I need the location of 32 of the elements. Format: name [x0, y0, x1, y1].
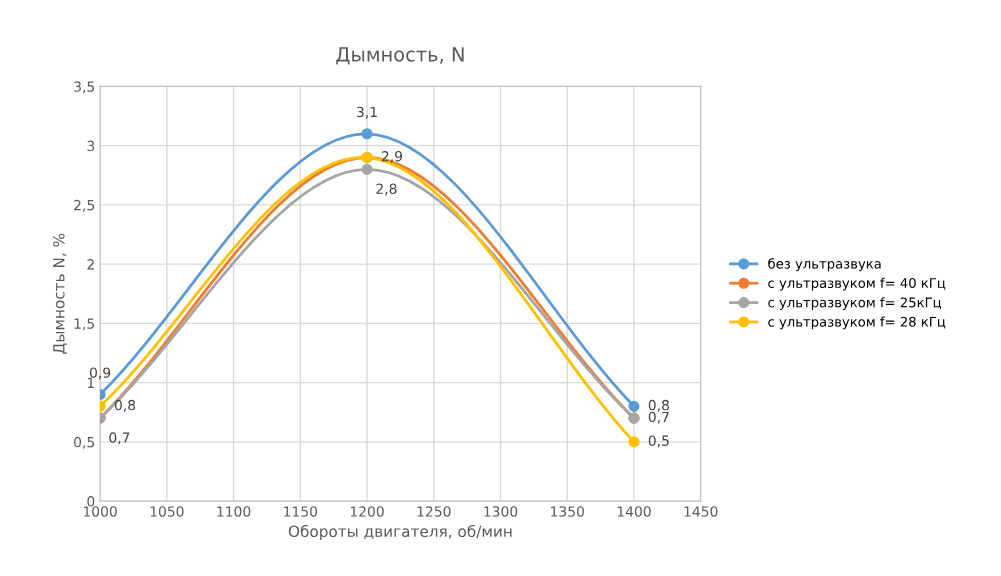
- chart-title: Дымность, N: [336, 47, 464, 65]
- x-tick-label: 1150: [284, 506, 318, 517]
- data-label: 0,8: [648, 399, 669, 412]
- x-tick-label: 1350: [551, 506, 584, 517]
- x-tick-label: 1200: [350, 506, 384, 517]
- legend-label: с ультразвуком f= 25кГц: [768, 297, 942, 310]
- y-tick-label: 3: [87, 140, 95, 152]
- y-axis-title: Дымность N, %: [53, 233, 67, 354]
- x-tick-label: 1400: [617, 506, 651, 517]
- data-label: 2,8: [376, 183, 397, 196]
- y-tick-label: 0: [87, 496, 95, 507]
- x-tick-label: 1050: [150, 506, 184, 517]
- legend-label: без ультразвука: [768, 258, 881, 272]
- x-tick-label: 1450: [684, 506, 718, 517]
- x-tick-label: 1250: [417, 506, 451, 517]
- data-label: 0,5: [648, 435, 669, 448]
- legend-label: с ультразвуком f= 40 кГц: [768, 277, 946, 291]
- y-tick-label: 1,5: [74, 318, 95, 331]
- data-label: 0,7: [109, 432, 130, 445]
- x-tick-label: 1000: [83, 506, 117, 517]
- data-label: 0,8: [114, 399, 136, 412]
- y-tick-label: 2: [87, 259, 94, 270]
- x-tick-label: 1100: [217, 506, 251, 517]
- legend-label: с ультразвуком f= 28 кГц: [768, 316, 946, 330]
- data-label: 0,7: [648, 411, 669, 424]
- data-label: 3,1: [357, 106, 377, 119]
- x-tick-label: 1300: [484, 506, 518, 517]
- y-tick-label: 2,5: [74, 199, 95, 212]
- y-tick-label: 0,5: [74, 436, 95, 449]
- x-axis-title: Обороты двигателя, об/мин: [288, 524, 512, 541]
- data-label: 2,9: [381, 151, 403, 163]
- y-tick-label: 3,5: [74, 81, 95, 94]
